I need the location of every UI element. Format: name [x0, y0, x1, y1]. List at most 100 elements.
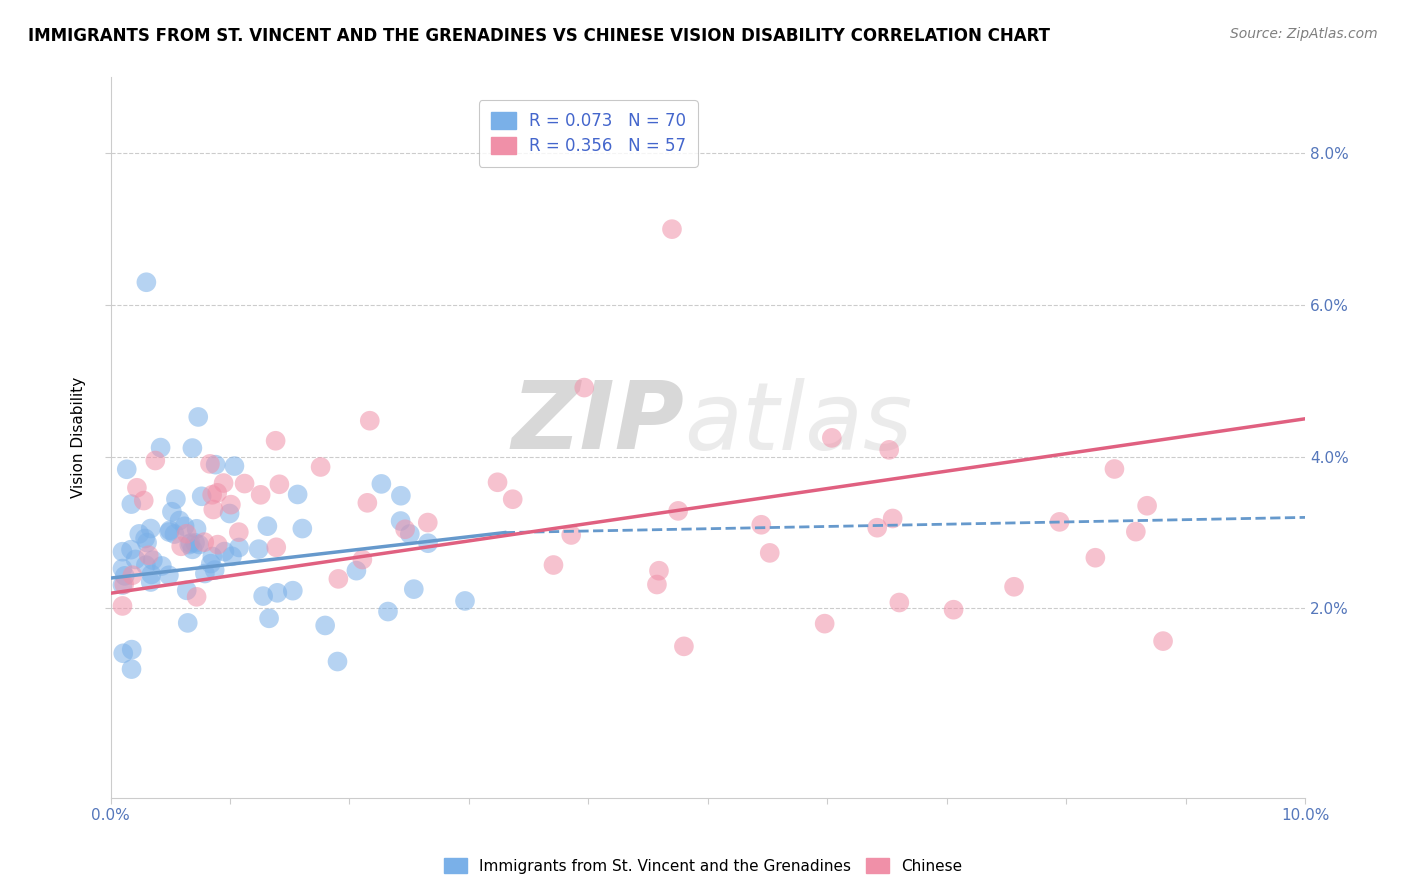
Point [121, 662, 143, 676]
Point [264, 434, 287, 448]
Point [328, 572, 350, 586]
Y-axis label: Vision Disability: Vision Disability [72, 377, 86, 499]
Point [560, 528, 582, 542]
Point [157, 524, 180, 539]
Point [142, 553, 165, 567]
Point [202, 502, 225, 516]
Point [266, 586, 288, 600]
Point [402, 582, 425, 596]
Point [889, 595, 911, 609]
Point [648, 564, 671, 578]
Point [866, 521, 889, 535]
Point [252, 589, 274, 603]
Point [181, 542, 204, 557]
Point [394, 522, 416, 536]
Point [115, 462, 138, 476]
Point [188, 537, 211, 551]
Point [1049, 515, 1071, 529]
Point [170, 539, 193, 553]
Point [377, 605, 399, 619]
Point [141, 567, 163, 582]
Point [200, 557, 222, 571]
Point [359, 414, 381, 428]
Point [149, 441, 172, 455]
Point [882, 511, 904, 525]
Point [204, 458, 226, 472]
Point [139, 522, 162, 536]
Point [176, 583, 198, 598]
Point [187, 409, 209, 424]
Point [309, 460, 332, 475]
Point [326, 655, 349, 669]
Point [150, 558, 173, 573]
Point [228, 541, 250, 555]
Point [111, 578, 134, 592]
Point [356, 496, 378, 510]
Point [814, 616, 837, 631]
Point [177, 615, 200, 630]
Point [120, 497, 142, 511]
Point [486, 475, 509, 490]
Point [249, 488, 271, 502]
Point [111, 544, 134, 558]
Point [221, 549, 243, 564]
Text: Source: ZipAtlas.com: Source: ZipAtlas.com [1230, 27, 1378, 41]
Point [214, 544, 236, 558]
Point [121, 568, 143, 582]
Point [344, 564, 367, 578]
Point [124, 552, 146, 566]
Point [159, 523, 181, 537]
Point [758, 546, 780, 560]
Point [176, 526, 198, 541]
Point [212, 476, 235, 491]
Point [942, 603, 965, 617]
Point [125, 481, 148, 495]
Point [181, 441, 204, 455]
Point [111, 599, 134, 613]
Legend: Immigrants from St. Vincent and the Grenadines, Chinese: Immigrants from St. Vincent and the Gren… [437, 852, 969, 880]
Point [228, 525, 250, 540]
Point [256, 519, 278, 533]
Point [112, 577, 135, 591]
Point [205, 485, 228, 500]
Point [287, 487, 309, 501]
Point [112, 646, 135, 660]
Point [134, 532, 156, 546]
Point [821, 431, 844, 445]
Point [574, 381, 596, 395]
Point [645, 577, 668, 591]
Point [179, 536, 201, 550]
Point [416, 536, 439, 550]
Point [157, 568, 180, 582]
Point [352, 552, 374, 566]
Point [291, 522, 314, 536]
Point [1125, 524, 1147, 539]
Point [190, 489, 212, 503]
Point [661, 222, 683, 236]
Point [749, 517, 772, 532]
Point [1002, 580, 1025, 594]
Point [169, 514, 191, 528]
Point [454, 594, 477, 608]
Point [370, 476, 392, 491]
Point [193, 535, 215, 549]
Point [194, 566, 217, 581]
Point [186, 522, 208, 536]
Point [314, 618, 336, 632]
Point [198, 457, 221, 471]
Point [186, 590, 208, 604]
Point [138, 549, 160, 563]
Point [389, 489, 412, 503]
Point [543, 558, 565, 572]
Point [1104, 462, 1126, 476]
Point [281, 583, 304, 598]
Point [219, 498, 242, 512]
Point [165, 492, 187, 507]
Point [207, 538, 229, 552]
Text: atlas: atlas [683, 378, 912, 469]
Point [120, 542, 142, 557]
Point [143, 453, 166, 467]
Point [264, 541, 287, 555]
Point [128, 527, 150, 541]
Point [1136, 499, 1159, 513]
